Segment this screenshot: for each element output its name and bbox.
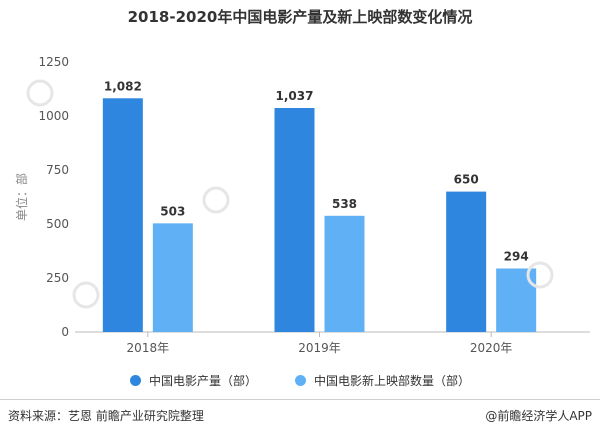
bar	[324, 215, 365, 332]
y-tick-label: 0	[61, 325, 69, 339]
y-tick-label: 250	[46, 271, 69, 285]
data-label: 1,082	[104, 79, 142, 93]
footer-divider	[0, 399, 600, 400]
brand-credit: @前瞻经济学人APP	[485, 409, 592, 423]
x-tick-label: 2020年	[470, 341, 513, 355]
y-tick-label: 1250	[38, 55, 69, 69]
y-axis-label: 单位：部	[14, 173, 29, 221]
bars	[102, 98, 537, 333]
data-label: 650	[454, 173, 479, 187]
x-tick-label: 2018年	[127, 341, 170, 355]
source-note: 资料来源：艺恩 前瞻产业研究院整理	[8, 409, 204, 423]
legend-item-production: 中国电影产量（部）	[129, 372, 257, 389]
legend-dot-new-releases	[295, 375, 306, 386]
bar-chart: 0 250 500 750 1000 1250 单位：部 2018年 2019年 2020年 1,…	[14, 55, 590, 355]
x-tick-label: 2019年	[298, 341, 341, 355]
legend: 中国电影产量（部） 中国电影新上映部数量（部）	[0, 372, 600, 389]
bar	[496, 268, 537, 332]
legend-label-production: 中国电影产量（部）	[148, 374, 257, 388]
chart-title: 2018-2020年中国电影产量及新上映部数变化情况	[127, 8, 473, 26]
bar	[446, 191, 487, 332]
bar	[102, 98, 143, 333]
bar	[152, 223, 193, 332]
legend-dot-production	[129, 375, 141, 386]
y-tick-label: 750	[46, 163, 69, 177]
data-label: 294	[504, 249, 529, 263]
y-tick-label: 1000	[38, 109, 69, 123]
y-tick-label: 500	[46, 217, 69, 231]
data-labels: 1,082 503 1,037 538 650 294	[104, 79, 529, 263]
data-label: 503	[160, 204, 185, 218]
data-label: 538	[332, 197, 357, 211]
legend-label-new-releases: 中国电影新上映部数量（部）	[314, 374, 471, 388]
data-label: 1,037	[276, 89, 314, 103]
bar	[274, 108, 315, 333]
legend-item-new-releases: 中国电影新上映部数量（部）	[295, 372, 470, 389]
